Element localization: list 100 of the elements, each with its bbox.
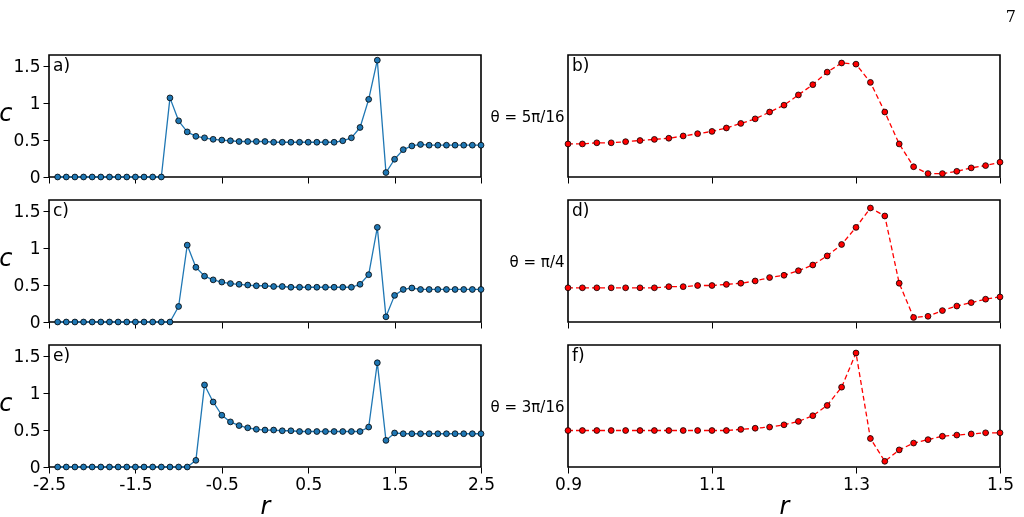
point: [287, 283, 295, 291]
point: [149, 173, 156, 181]
point: [322, 138, 329, 146]
point: [80, 463, 87, 471]
point: [451, 141, 459, 149]
point: [737, 279, 745, 287]
point: [809, 81, 817, 88]
point: [97, 318, 105, 326]
point: [106, 318, 113, 326]
point: [910, 314, 917, 321]
point: [227, 137, 234, 145]
point: [723, 427, 730, 434]
y-tick-label: 1.5: [13, 200, 41, 221]
point: [270, 283, 277, 290]
point: [417, 430, 424, 438]
point: [408, 142, 416, 150]
point: [694, 130, 701, 137]
y-tick-label: 1.5: [13, 55, 41, 76]
point: [348, 428, 355, 435]
point: [417, 286, 424, 293]
point: [924, 312, 932, 320]
point: [708, 427, 716, 434]
point: [924, 436, 932, 443]
point: [838, 241, 845, 248]
point: [579, 140, 586, 148]
point: [382, 437, 390, 444]
point: [593, 427, 601, 434]
point: [593, 139, 601, 147]
point: [751, 277, 759, 285]
point: [766, 274, 773, 281]
point: [391, 429, 398, 437]
point: [469, 286, 476, 293]
y-axis-title: θ = 5π/16: [490, 107, 565, 126]
y-tick-label: 0: [29, 311, 41, 332]
point: [123, 173, 131, 181]
point: [244, 424, 252, 432]
y-axis-title: c: [0, 98, 13, 127]
y-tick-label: 0.5: [13, 274, 41, 295]
point: [399, 286, 407, 293]
point: [132, 463, 139, 471]
point: [593, 284, 601, 292]
text: 7: [1005, 7, 1016, 26]
point: [780, 271, 788, 279]
point: [852, 224, 860, 231]
point: [425, 430, 433, 438]
point: [399, 430, 407, 438]
point: [939, 170, 946, 177]
point: [723, 124, 730, 132]
y-tick-label: 0.5: [13, 419, 41, 440]
point: [953, 302, 961, 310]
point: [313, 283, 321, 291]
point: [679, 132, 687, 140]
point: [114, 173, 122, 181]
point: [209, 276, 217, 284]
point: [460, 286, 468, 293]
point: [149, 318, 156, 326]
point: [665, 134, 673, 142]
point: [244, 138, 252, 145]
point: [809, 412, 817, 420]
point: [694, 427, 701, 434]
point: [751, 424, 759, 432]
point: [296, 138, 303, 146]
point: [939, 432, 946, 440]
point: [97, 463, 105, 471]
annotation: c): [53, 200, 69, 220]
point: [356, 428, 364, 435]
point: [270, 138, 277, 146]
point: [175, 463, 182, 471]
point: [443, 141, 450, 149]
point: [737, 426, 745, 433]
x-tick-label: 1.5: [986, 473, 1015, 494]
point: [924, 170, 932, 177]
point: [895, 446, 903, 454]
point: [201, 272, 208, 280]
point: [339, 137, 347, 145]
y-tick-label: 1: [29, 237, 41, 258]
point: [460, 430, 468, 438]
point: [564, 284, 572, 292]
point: [158, 173, 165, 181]
point: [54, 463, 61, 471]
point: [330, 283, 338, 291]
point: [166, 463, 174, 471]
point: [867, 204, 874, 212]
point: [399, 146, 407, 153]
point: [278, 427, 286, 435]
y-axis-title: θ = π/4: [509, 252, 565, 271]
point: [339, 428, 347, 435]
y-tick-label: 1: [29, 92, 41, 113]
point: [192, 133, 200, 140]
point: [88, 173, 96, 181]
point: [838, 59, 845, 67]
point: [114, 463, 122, 471]
point: [636, 137, 644, 144]
point: [54, 318, 61, 326]
point: [391, 155, 398, 163]
point: [723, 281, 730, 288]
point: [451, 286, 459, 293]
point: [356, 124, 364, 131]
point: [867, 79, 874, 86]
point: [218, 278, 226, 286]
